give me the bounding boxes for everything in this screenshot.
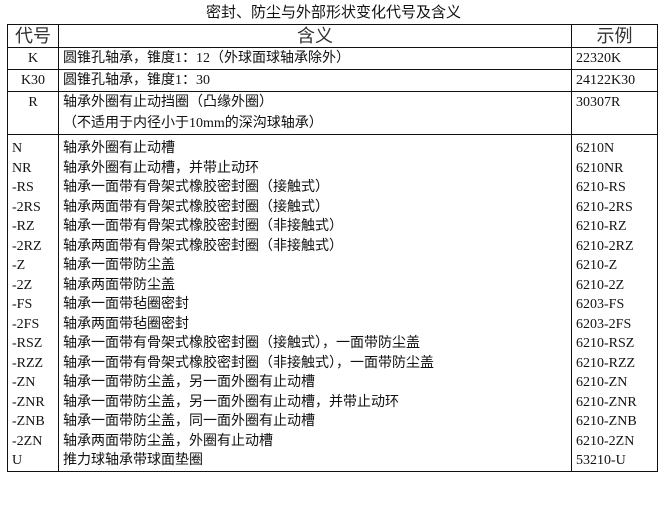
code-cell: NR (12, 160, 32, 176)
meaning-cell: 轴承一面带防尘盖，另一面外圈有止动槽 (63, 375, 315, 390)
code-cell: -RSZ (12, 336, 43, 351)
example-cell: 6210-Z (576, 258, 618, 273)
meaning-cell: 轴承一面带有骨架式橡胶密封圈（非接触式），一面带防尘盖 (63, 355, 434, 371)
header-example: 示例 (571, 24, 658, 48)
meaning-cell: 轴承外圈有止动挡圈（凸缘外圈） （不适用于内径小于10mm的深沟球轴承） (58, 91, 572, 135)
meaning-column: 轴承外圈有止动槽轴承外圈有止动槽，并带止动环轴承一面带有骨架式橡胶密封圈（接触式… (58, 134, 572, 472)
code-cell: -FS (12, 297, 33, 312)
code-cell: -2RS (12, 199, 41, 215)
code-cell: N (12, 141, 23, 156)
code-cell: K30 (7, 69, 59, 92)
meaning-cell: 轴承两面带有骨架式橡胶密封圈（非接触式） (63, 238, 343, 254)
header-meaning: 含义 (58, 24, 572, 48)
code-cell: -ZNB (12, 414, 45, 429)
code-cell: -2FS (12, 316, 40, 332)
header-code: 代号 (7, 24, 59, 48)
meaning-cell: 推力球轴承带球面垫圈 (63, 453, 203, 468)
example-cell: 22320K (571, 47, 658, 70)
code-cell: -ZNR (12, 394, 45, 410)
table-row: K30 圆锥孔轴承，锥度1：30 24122K30 (7, 69, 658, 92)
example-cell: 6210-ZNR (576, 394, 637, 410)
code-cell: -Z (12, 258, 26, 273)
example-cell: 53210-U (576, 453, 626, 468)
meaning-cell: 轴承一面带有骨架式橡胶密封圈（非接触式） (63, 219, 343, 234)
meaning-cell: 轴承一面带毡圈密封 (63, 297, 189, 312)
meaning-cell: 轴承两面带防尘盖，外圈有止动槽 (63, 433, 273, 449)
code-column: N NR -RS -2RS -RZ -2RZ -Z -2Z -FS -2FS -RSZ -RZZ -ZN… (7, 134, 59, 472)
example-cell: 6210-2RZ (576, 238, 634, 254)
code-cell: U (12, 453, 23, 468)
example-cell: 6203-2FS (576, 316, 632, 332)
meaning-cell: 轴承两面带毡圈密封 (63, 316, 189, 332)
example-cell: 6210-ZNB (576, 414, 637, 429)
meaning-cell: 轴承外圈有止动槽，并带止动环 (63, 160, 259, 176)
table-row-group: N NR -RS -2RS -RZ -2RZ -Z -2Z -FS -2FS -RSZ -RZZ -ZN… (7, 134, 658, 472)
example-cell: 6210-2RS (576, 199, 633, 215)
example-column: 6210N 6210NR 6210-RS 6210-2RS 6210-RZ 6210-2R… (571, 134, 658, 472)
code-cell: R (7, 91, 59, 135)
example-cell: 6203-FS (576, 297, 625, 312)
code-cell: -RZZ (12, 355, 44, 371)
meaning-cell: 轴承两面带有骨架式橡胶密封圈（接触式） (63, 199, 329, 215)
example-cell: 6210-RZ (576, 219, 627, 234)
meaning-line: 轴承外圈有止动挡圈（凸缘外圈） (63, 95, 273, 110)
meaning-cell: 轴承外圈有止动槽 (63, 141, 175, 156)
code-cell: -2Z (12, 277, 33, 293)
code-cell: -2ZN (12, 433, 43, 449)
table-title: 密封、防尘与外部形状变化代号及含义 (205, 5, 461, 21)
meaning-cell: 轴承两面带防尘盖 (63, 277, 175, 293)
meaning-cell: 圆锥孔轴承，锥度1：30 (58, 69, 572, 92)
example-cell: 6210-2Z (576, 277, 625, 293)
code-cell: -RS (12, 180, 34, 195)
code-cell: -2RZ (12, 238, 42, 254)
code-table: 代号 含义 示例 K 圆锥孔轴承，锥度1：12（外球面球轴承除外） 22320K… (7, 24, 658, 472)
example-cell: 6210-RZZ (576, 355, 636, 371)
example-cell: 24122K30 (571, 69, 658, 92)
code-cell: -ZN (12, 375, 36, 390)
meaning-cell: 轴承一面带防尘盖，同一面外圈有止动槽 (63, 414, 315, 429)
code-cell: K (7, 47, 59, 70)
example-cell: 6210-RSZ (576, 336, 635, 351)
example-cell: 6210-2ZN (576, 433, 635, 449)
example-cell: 6210N (576, 141, 615, 156)
example-cell: 6210-ZN (576, 375, 628, 390)
meaning-cell: 轴承一面带防尘盖 (63, 258, 175, 273)
example-cell: 6210NR (576, 160, 624, 176)
header-row: 代号 含义 示例 (7, 24, 658, 48)
meaning-line: （不适用于内径小于10mm的深沟球轴承） (63, 116, 323, 131)
meaning-cell: 轴承一面带有骨架式橡胶密封圈（接触式） (63, 180, 329, 195)
table-row: K 圆锥孔轴承，锥度1：12（外球面球轴承除外） 22320K (7, 47, 658, 70)
meaning-cell: 轴承一面带防尘盖，另一面外圈有止动槽，并带止动环 (63, 394, 399, 410)
code-cell: -RZ (12, 219, 35, 234)
meaning-cell: 圆锥孔轴承，锥度1：12（外球面球轴承除外） (58, 47, 572, 70)
table-row: R 轴承外圈有止动挡圈（凸缘外圈） （不适用于内径小于10mm的深沟球轴承） 3… (7, 91, 658, 135)
example-cell: 6210-RS (576, 180, 626, 195)
meaning-cell: 轴承一面带有骨架式橡胶密封圈（接触式），一面带防尘盖 (63, 336, 420, 351)
example-cell: 30307R (571, 91, 658, 135)
